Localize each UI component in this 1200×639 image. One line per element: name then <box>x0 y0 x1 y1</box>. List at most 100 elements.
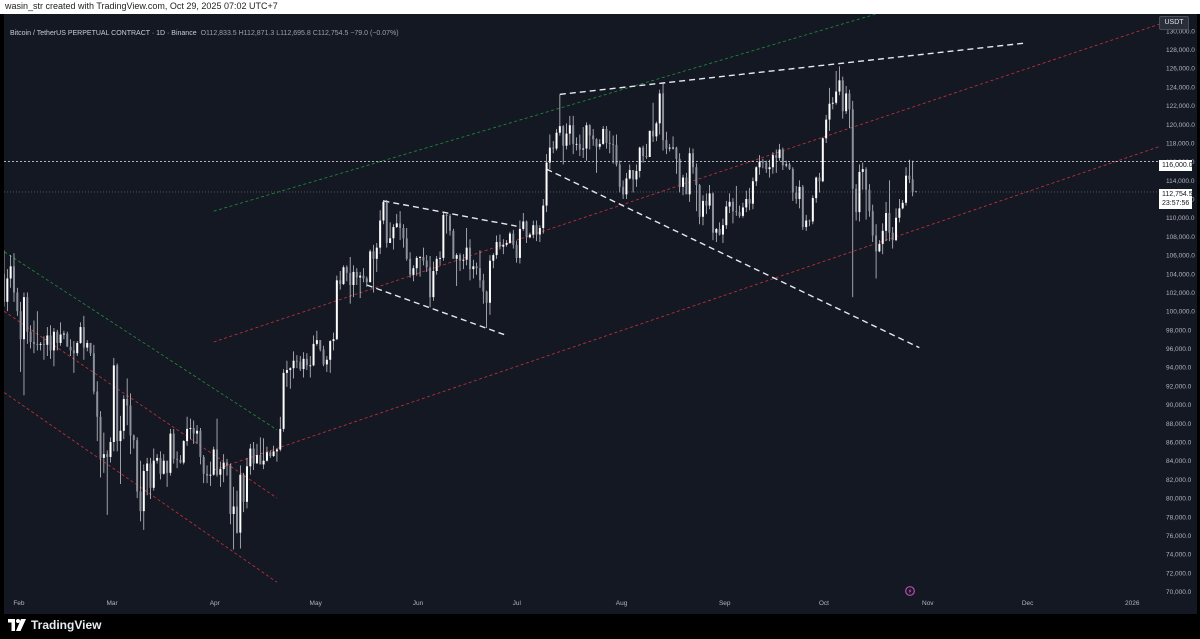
candle <box>166 460 169 487</box>
candle <box>875 224 878 279</box>
candle <box>355 268 358 286</box>
candle-body <box>249 448 252 467</box>
candle <box>655 121 658 142</box>
candle <box>765 160 768 173</box>
candle-body <box>915 191 918 193</box>
candle-body <box>449 215 452 231</box>
candle-body <box>748 199 751 204</box>
candle-body <box>189 427 192 429</box>
candle-body <box>751 181 754 204</box>
reference-price-label: 116,000.0 <box>1159 160 1193 171</box>
candle-body <box>345 267 348 273</box>
candle-body <box>585 125 588 149</box>
candle-body <box>22 297 25 340</box>
trendline-white-7[interactable] <box>546 168 920 349</box>
candle <box>146 457 149 496</box>
candle <box>389 222 392 243</box>
candle <box>775 149 778 173</box>
candle-body <box>485 291 488 303</box>
candle <box>485 290 488 328</box>
candle-body <box>299 361 302 370</box>
candle-body <box>528 234 531 238</box>
candle <box>585 122 588 161</box>
candle <box>302 352 305 378</box>
chart-area[interactable]: 70,000.0 72,000.0 74,000.0 76,000.0 78,000.0… <box>4 14 1197 614</box>
y-axis: 70,000.0 72,000.0 74,000.0 76,000.0 78,000.0… <box>1166 28 1195 596</box>
brand[interactable]: TradingView <box>8 618 101 632</box>
candle <box>186 416 189 446</box>
candle-body <box>718 228 721 235</box>
candle-body <box>838 80 841 92</box>
candle <box>96 381 99 442</box>
last-price-label: 112,754.5 23:57:56 <box>1159 189 1193 209</box>
candle-body <box>698 185 701 217</box>
candle-body <box>422 256 425 261</box>
candle-body <box>29 331 32 343</box>
flash-icon[interactable] <box>905 586 915 596</box>
candle-body <box>701 200 704 217</box>
trendline-green-3[interactable] <box>213 14 877 212</box>
candle <box>29 325 32 349</box>
candle-body <box>435 258 438 271</box>
candle-body <box>808 220 811 222</box>
candle-body <box>409 258 412 275</box>
candle-body <box>142 470 145 512</box>
candle-body <box>898 208 901 218</box>
candle <box>771 152 774 174</box>
candle <box>292 351 295 379</box>
candle-body <box>688 153 691 195</box>
candle <box>189 418 192 440</box>
currency-button[interactable]: USDT <box>1159 16 1189 30</box>
candle <box>239 465 242 549</box>
candle-body <box>682 177 685 187</box>
candle <box>835 71 838 105</box>
chart-svg[interactable]: 70,000.0 72,000.0 74,000.0 76,000.0 78,000.0… <box>4 14 1197 614</box>
candle <box>419 256 422 277</box>
trendline-white-9[interactable] <box>366 284 507 337</box>
candle <box>275 448 278 462</box>
candle-body <box>578 143 581 150</box>
candle-body <box>905 175 908 203</box>
trendline-white-8[interactable] <box>383 200 517 227</box>
candle-body <box>538 228 541 235</box>
candle <box>512 229 515 249</box>
candle <box>445 213 448 234</box>
candle <box>172 428 175 464</box>
candle <box>152 448 155 491</box>
candle <box>648 130 651 157</box>
candle-body <box>592 135 595 140</box>
candle <box>196 425 199 444</box>
trendline-red-5[interactable] <box>213 146 1160 471</box>
candle-body <box>72 350 75 354</box>
candle <box>695 163 698 212</box>
candle <box>845 85 848 114</box>
trendline-green-0[interactable] <box>4 243 278 431</box>
candle-body <box>652 130 655 137</box>
y-tick-label: 114,000.0 <box>1166 178 1195 185</box>
candle <box>488 255 491 315</box>
candle <box>126 378 129 426</box>
candle <box>731 198 734 224</box>
candle-body <box>442 214 445 258</box>
candle-body <box>605 128 608 143</box>
candle-body <box>275 449 278 452</box>
candle-body <box>56 331 59 343</box>
candle <box>642 145 645 163</box>
candle <box>462 254 465 270</box>
candle-body <box>788 164 791 170</box>
candle-body <box>122 399 125 431</box>
candle-body <box>392 227 395 239</box>
candle-body <box>628 170 631 179</box>
symbol-legend[interactable]: Bitcoin / TetherUS PERPETUAL CONTRACT · … <box>10 30 399 37</box>
trendline-white-6[interactable] <box>559 42 1026 96</box>
candle-body <box>738 212 741 216</box>
candle-body <box>818 177 821 182</box>
icon-layer <box>905 586 915 596</box>
candle <box>795 185 798 204</box>
trendline-red-1[interactable] <box>4 310 278 499</box>
trendline-red-4[interactable] <box>213 23 1160 343</box>
candle <box>602 126 605 145</box>
candle <box>329 340 332 373</box>
candle-body <box>219 469 222 475</box>
candle-body <box>765 162 768 170</box>
